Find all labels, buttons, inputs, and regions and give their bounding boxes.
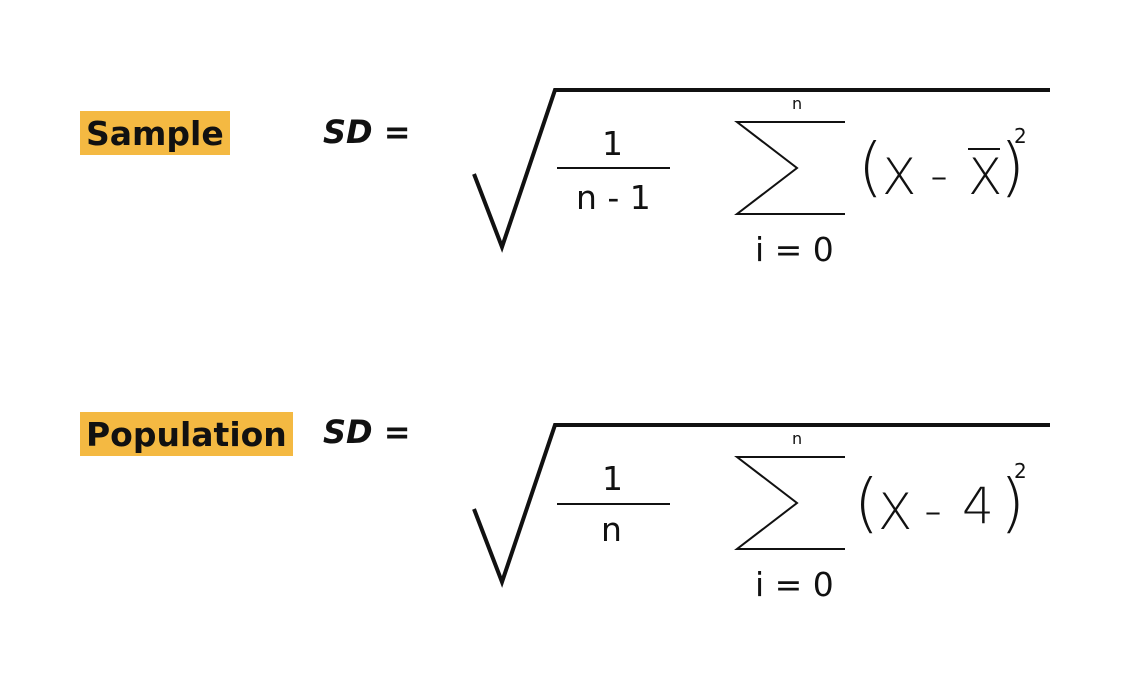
sample-fraction-numerator: 1 [602, 124, 623, 163]
sample-exponent: 2 [1014, 124, 1027, 148]
sample-summation-sigma [734, 121, 845, 215]
population-sum-upper-limit: n [792, 429, 803, 448]
sample-open-paren: ( [858, 131, 883, 205]
sample-mean-x: X [968, 148, 1005, 206]
population-summation-sigma [734, 456, 845, 550]
sample-sum-lower-limit: i = 0 [755, 230, 834, 269]
sample-variable-x: X [882, 148, 919, 206]
population-mean-symbol: 4 [962, 477, 996, 535]
population-sum-lower-limit: i = 0 [755, 565, 834, 604]
population-minus: - [924, 481, 945, 539]
population-fraction-denominator: n [601, 510, 622, 549]
sample-radical-sign [472, 88, 1050, 253]
population-sd-label: SD = [323, 413, 411, 451]
population-label: Population [80, 412, 293, 456]
sample-sd-label: SD = [323, 113, 411, 151]
population-fraction-numerator: 1 [602, 459, 623, 498]
sample-close-paren: ) [1000, 131, 1025, 205]
sample-minus: - [930, 146, 951, 204]
population-close-paren: ) [1000, 467, 1025, 541]
population-open-paren: ( [854, 467, 879, 541]
population-variable-x: X [878, 483, 915, 541]
population-radical-sign [472, 423, 1050, 588]
sample-fraction-denominator: n - 1 [576, 178, 651, 217]
sample-sum-upper-limit: n [792, 94, 803, 113]
sample-label: Sample [80, 111, 230, 155]
population-exponent: 2 [1014, 459, 1027, 483]
